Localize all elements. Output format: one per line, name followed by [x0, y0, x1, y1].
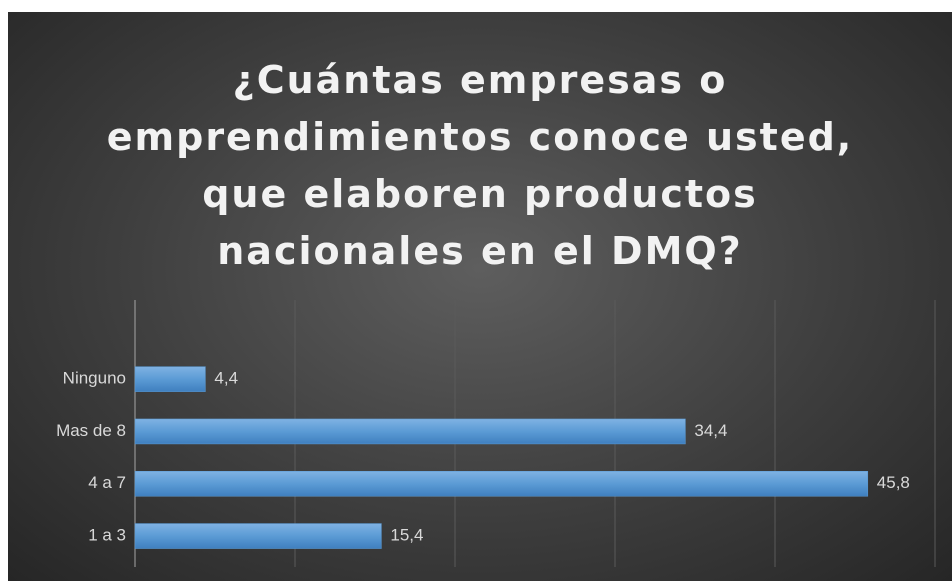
data-label: 4,4: [214, 369, 238, 388]
bar: [134, 418, 686, 445]
data-label: 15,4: [390, 526, 423, 545]
bar: [134, 523, 382, 549]
data-label: 34,4: [694, 421, 727, 440]
chart-area: ¿Cuántas empresas o emprendimientos cono…: [8, 12, 952, 581]
bar: [134, 366, 206, 392]
chart: Ninguno 4,4 Mas de 8 34,4 4 a 7 45,8 1 a 3 15,4: [56, 300, 936, 567]
y-tick-label: 4 a 7: [88, 473, 126, 492]
y-tick-label: Ninguno: [63, 369, 126, 388]
chart-title: ¿Cuántas empresas o emprendimientos cono…: [106, 58, 854, 273]
y-tick-label: Mas de 8: [56, 421, 126, 440]
y-tick-label: 1 a 3: [88, 526, 126, 545]
bar: [134, 471, 869, 497]
data-label: 45,8: [877, 473, 910, 492]
